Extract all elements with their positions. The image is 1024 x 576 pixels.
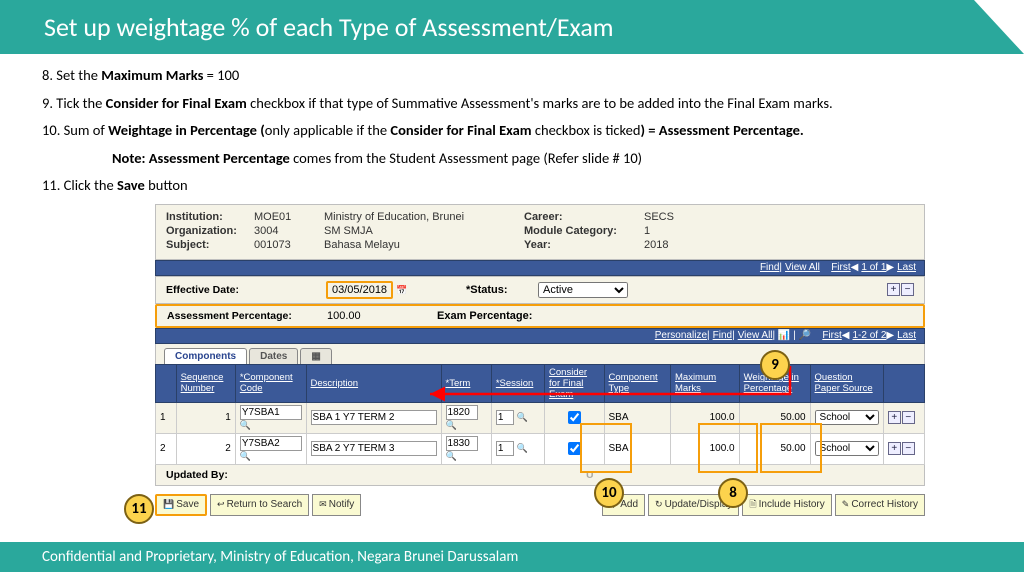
last2-link[interactable]: Last	[897, 330, 916, 341]
institution-desc: Ministry of Education, Brunei	[324, 211, 524, 223]
return-button[interactable]: ↩Return to Search	[210, 494, 309, 516]
tab-dates[interactable]: Dates	[249, 348, 298, 364]
row-actions[interactable]: +−	[883, 402, 924, 433]
history-icon: 🗎	[749, 497, 756, 513]
col-desc[interactable]: Description	[306, 364, 441, 402]
col-qps[interactable]: Question Paper Source	[810, 364, 883, 402]
notify-icon: ✉	[319, 499, 327, 510]
step-11: 11. Click the Save button	[42, 176, 982, 196]
career-value: SECS	[644, 211, 674, 223]
year-value: 2018	[644, 239, 668, 251]
notify-button[interactable]: ✉Notify	[312, 494, 361, 516]
col-comp[interactable]: *Component Code	[235, 364, 306, 402]
effdate-label: Effective Date:	[166, 284, 326, 296]
row-num: 2	[156, 433, 177, 464]
updated-on-label: U	[586, 469, 594, 481]
qps-cell[interactable]: School	[810, 433, 883, 464]
callout-8: 8	[718, 478, 748, 508]
first-link[interactable]: First	[831, 262, 850, 273]
updated-row: Updated By: U	[155, 465, 925, 486]
include-history-button[interactable]: 🗎Include History	[742, 494, 831, 516]
comp-cell[interactable]: 🔍	[235, 402, 306, 433]
correct-history-button[interactable]: ✎Correct History	[835, 494, 925, 516]
step-9: 9. Tick the Consider for Final Exam chec…	[42, 94, 982, 114]
tab-expand-icon[interactable]: ▦	[300, 348, 331, 364]
callout-11: 11	[124, 494, 154, 524]
step-8: 8. Set the Maximum Marks = 100	[42, 66, 982, 86]
correct-icon: ✎	[842, 499, 850, 510]
desc-cell[interactable]	[306, 433, 441, 464]
button-row: 💾Save ↩Return to Search ✉Notify ＋Add ↻Up…	[155, 494, 925, 516]
col-blank	[156, 364, 177, 402]
col-actions	[883, 364, 924, 402]
find2-link[interactable]: Find	[713, 330, 732, 341]
effective-date-row: Effective Date: 03/05/2018 📅 *Status: Ac…	[155, 276, 925, 304]
status-label: *Status:	[466, 284, 538, 296]
callout-9: 9	[760, 350, 790, 380]
step-10: 10. Sum of Weightage in Percentage (only…	[42, 121, 982, 141]
row-num: 1	[156, 402, 177, 433]
info-panel: Institution: MOE01 Ministry of Education…	[155, 204, 925, 260]
save-icon: 💾	[163, 499, 174, 510]
col-seq[interactable]: Sequence Number	[176, 364, 235, 402]
institution-label: Institution:	[166, 211, 254, 223]
subject-value: 001073	[254, 239, 324, 251]
organization-value: 3004	[254, 225, 324, 237]
return-icon: ↩	[217, 499, 225, 510]
viewall2-link[interactable]: View All	[738, 330, 773, 341]
footer-bar: Confidential and Proprietary, Ministry o…	[0, 542, 1024, 572]
status-select[interactable]: Active	[538, 282, 628, 298]
max-cell[interactable]: 100.0	[671, 433, 740, 464]
first2-link[interactable]: First	[822, 330, 841, 341]
subject-label: Subject:	[166, 239, 254, 251]
title-bar: Set up weightage % of each Type of Asses…	[0, 0, 1024, 54]
callout-10: 10	[594, 478, 624, 508]
comp-cell[interactable]: 🔍	[235, 433, 306, 464]
asmtpct-label: Assessment Percentage:	[167, 310, 327, 322]
exampct-label: Exam Percentage:	[437, 310, 532, 322]
qps-cell[interactable]: School	[810, 402, 883, 433]
career-label: Career:	[524, 211, 644, 223]
calendar-icon[interactable]: 📅	[396, 285, 407, 295]
subject-desc: Bahasa Melayu	[324, 239, 524, 251]
updated-by-label: Updated By:	[166, 469, 586, 481]
range2-text: 1-2 of 2	[852, 330, 886, 341]
cfe-cell[interactable]	[545, 433, 604, 464]
organization-label: Organization:	[166, 225, 254, 237]
range-text: 1 of 1	[861, 262, 886, 273]
update-icon: ↻	[655, 499, 663, 510]
personalize-link[interactable]: Personalize	[655, 330, 707, 341]
effdate-value: 03/05/2018	[326, 281, 393, 299]
desc-cell[interactable]	[306, 402, 441, 433]
page-title: Set up weightage % of each Type of Asses…	[44, 11, 614, 43]
asmtpct-value: 100.00	[327, 310, 387, 322]
instructions-area: 8. Set the Maximum Marks = 100 9. Tick t…	[0, 54, 1024, 196]
toolbar-top: Find | View All First ◀ 1 of 1 ▶ Last	[155, 260, 925, 276]
term-cell[interactable]: 🔍	[441, 433, 491, 464]
ctype-cell: SBA	[604, 433, 670, 464]
modcat-label: Module Category:	[524, 225, 644, 237]
year-label: Year:	[524, 239, 644, 251]
modcat-value: 1	[644, 225, 650, 237]
title-corner-decoration	[974, 0, 1024, 54]
red-arrow	[422, 358, 792, 428]
footer-text: Confidential and Proprietary, Ministry o…	[42, 548, 518, 566]
organization-desc: SM SMJA	[324, 225, 524, 237]
find-link[interactable]: Find	[760, 262, 779, 273]
seq-cell: 1	[176, 402, 235, 433]
last-link[interactable]: Last	[897, 262, 916, 273]
save-button[interactable]: 💾Save	[155, 494, 207, 516]
row-actions[interactable]: +−	[883, 433, 924, 464]
toolbar-grid: Personalize | Find | View All | 📊 | 🔎 Fi…	[155, 328, 925, 344]
assessment-percentage-row: Assessment Percentage: 100.00 Exam Perce…	[155, 304, 925, 328]
tab-components[interactable]: Components	[164, 348, 247, 364]
seq-cell: 2	[176, 433, 235, 464]
session-cell[interactable]: 🔍	[491, 433, 544, 464]
viewall-link[interactable]: View All	[785, 262, 820, 273]
wip-cell[interactable]: 50.00	[739, 433, 810, 464]
institution-value: MOE01	[254, 211, 324, 223]
note: Note: Assessment Percentage comes from t…	[42, 149, 982, 169]
plusminus-effdate[interactable]: +−	[887, 283, 914, 296]
